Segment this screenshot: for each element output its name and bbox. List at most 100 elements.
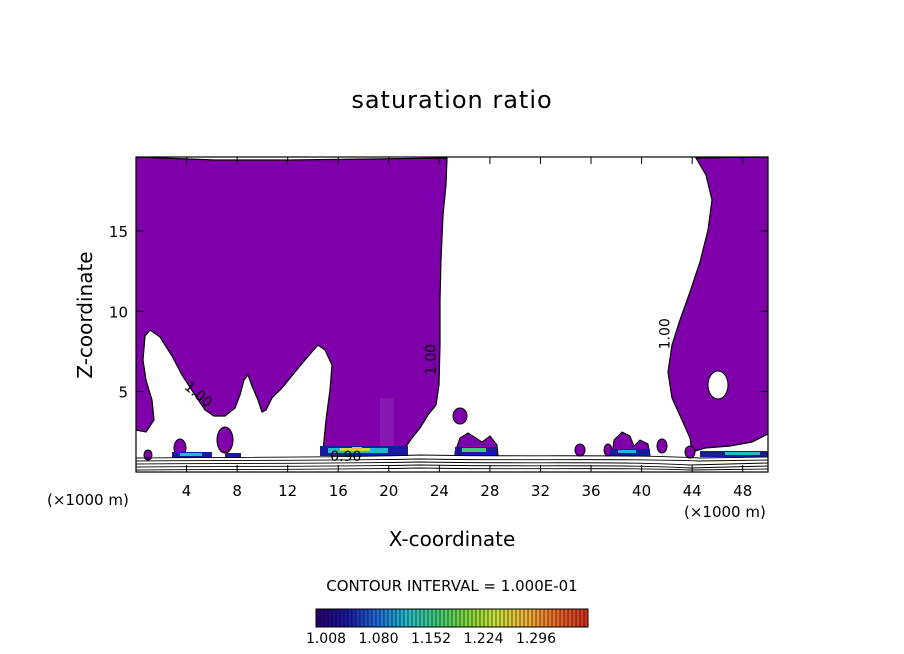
colorbar-swatch: [340, 609, 344, 627]
colorbar-swatch: [356, 609, 360, 627]
colorbar-swatch: [548, 609, 552, 627]
colorbar-swatch: [436, 609, 440, 627]
colorbar-tick-label: 1.224: [463, 631, 503, 647]
colorbar-frame: [315, 608, 589, 628]
colorbar-swatch: [472, 609, 476, 627]
colorbar-tick-label: 1.152: [411, 631, 451, 647]
colorbar-swatch: [552, 609, 556, 627]
colorbar-swatch: [564, 609, 568, 627]
x-tick-label: 24: [430, 482, 449, 500]
colorbar-swatch: [420, 609, 424, 627]
contour-field: [136, 157, 768, 472]
y-tick-label: 15: [109, 223, 128, 241]
colorbar-swatch: [508, 609, 512, 627]
colorbar-swatch: [560, 609, 564, 627]
x-unit-right: (×1000 m): [684, 503, 766, 521]
x-tick-label: 44: [683, 482, 702, 500]
x-tick-label: 12: [278, 482, 297, 500]
contour-label: 0.90: [330, 449, 361, 465]
x-tick-label: 28: [480, 482, 499, 500]
colorbar-swatch: [540, 609, 544, 627]
colorbar-swatch: [448, 609, 452, 627]
colorbar-swatch: [368, 609, 372, 627]
colorbar-swatch: [416, 609, 420, 627]
colorbar-swatch: [584, 609, 588, 627]
colorbar: [315, 608, 589, 628]
colorbar-swatch: [580, 609, 584, 627]
colorbar-swatch: [572, 609, 576, 627]
contour-label: 1.00: [424, 344, 440, 375]
colorbar-swatch: [352, 609, 356, 627]
colorbar-swatch: [520, 609, 524, 627]
colorbar-swatch: [488, 609, 492, 627]
x-axis-title: X-coordinate: [389, 527, 516, 551]
colorbar-swatch: [528, 609, 532, 627]
x-axis-ticks: 4 8 12 16 20 24 28 32 36 40 44 48: [182, 157, 752, 500]
colorbar-swatch: [320, 609, 324, 627]
colorbar-swatch: [464, 609, 468, 627]
colorbar-labels: 1.008 1.080 1.152 1.224 1.296: [306, 631, 556, 647]
high-saturation-cells: [172, 446, 768, 458]
colorbar-swatch: [492, 609, 496, 627]
colorbar-swatch: [568, 609, 572, 627]
colorbar-swatch: [384, 609, 388, 627]
colorbar-swatch: [364, 609, 368, 627]
colorbar-swatch: [452, 609, 456, 627]
colorbar-swatch: [348, 609, 352, 627]
colorbar-tick-label: 1.080: [358, 631, 398, 647]
colorbar-swatch: [316, 609, 320, 627]
x-tick-label: 40: [632, 482, 651, 500]
colorbar-swatch: [404, 609, 408, 627]
colorbar-swatch: [400, 609, 404, 627]
colorbar-swatch: [556, 609, 560, 627]
colorbar-swatch: [504, 609, 508, 627]
colorbar-swatch: [380, 609, 384, 627]
colorbar-swatch: [484, 609, 488, 627]
colorbar-swatch: [460, 609, 464, 627]
colorbar-swatch: [336, 609, 340, 627]
x-tick-label: 36: [581, 482, 600, 500]
y-axis-ticks: 5 10 15: [109, 223, 768, 402]
contour-label: 1.00: [657, 318, 673, 349]
colorbar-swatch: [496, 609, 500, 627]
colorbar-swatch: [500, 609, 504, 627]
colorbar-swatch: [440, 609, 444, 627]
colorbar-swatch: [516, 609, 520, 627]
colorbar-swatch: [408, 609, 412, 627]
y-axis-title: Z-coordinate: [73, 251, 97, 378]
colorbar-swatch: [396, 609, 400, 627]
subsaturated-pocket: [707, 370, 729, 400]
colorbar-swatch: [456, 609, 460, 627]
plot-frame: [135, 156, 769, 473]
colorbar-swatch: [432, 609, 436, 627]
colorbar-swatch: [424, 609, 428, 627]
y-tick-label: 5: [118, 384, 128, 402]
x-tick-label: 48: [733, 482, 752, 500]
colorbar-swatch: [444, 609, 448, 627]
x-tick-label: 20: [379, 482, 398, 500]
colorbar-tick-label: 1.008: [306, 631, 346, 647]
colorbar-swatch: [536, 609, 540, 627]
contour-interval-text: CONTOUR INTERVAL = 1.000E-01: [326, 577, 578, 595]
colorbar-swatch: [388, 609, 392, 627]
colorbar-swatch: [428, 609, 432, 627]
colorbar-swatch: [532, 609, 536, 627]
colorbar-swatch: [524, 609, 528, 627]
chart-title: saturation ratio: [351, 86, 553, 114]
colorbar-swatch: [332, 609, 336, 627]
colorbar-swatch: [324, 609, 328, 627]
colorbar-swatch: [576, 609, 580, 627]
x-tick-label: 4: [182, 482, 192, 500]
colorbar-swatch: [512, 609, 516, 627]
x-tick-label: 16: [329, 482, 348, 500]
supersaturated-region-right: [667, 157, 768, 453]
colorbar-swatch: [544, 609, 548, 627]
colorbar-swatch: [344, 609, 348, 627]
colorbar-tick-label: 1.296: [516, 631, 556, 647]
x-tick-label: 32: [531, 482, 550, 500]
x-unit-left: (×1000 m): [47, 491, 129, 509]
colorbar-swatch: [468, 609, 472, 627]
colorbar-swatch: [480, 609, 484, 627]
x-tick-label: 8: [232, 482, 242, 500]
